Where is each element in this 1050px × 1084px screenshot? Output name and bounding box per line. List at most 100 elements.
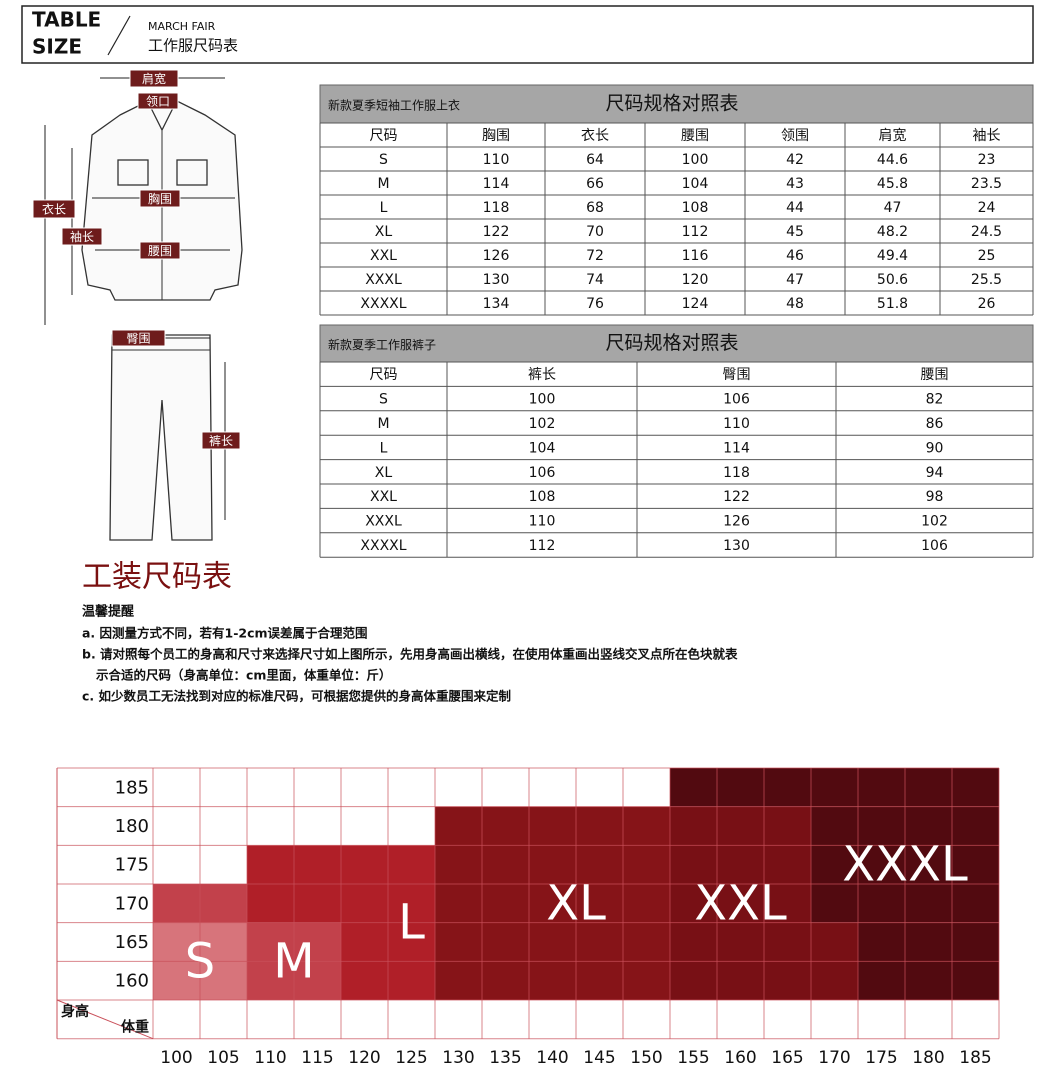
- height-label: 170: [115, 893, 149, 914]
- table-cell: 裤长: [528, 367, 556, 383]
- table-title: 尺码规格对照表: [605, 93, 738, 115]
- table-cell: 45: [786, 224, 804, 240]
- table-cell: XXXL: [365, 272, 402, 288]
- weight-label: 110: [254, 1048, 286, 1068]
- size-label: XXL: [694, 875, 787, 931]
- note: b. 请对照每个员工的身高和尺寸来选择尺寸如上图所示，先用身高画出横线，在使用体…: [82, 647, 738, 662]
- table-cell: 51.8: [877, 296, 908, 312]
- table-cell: 44: [786, 200, 804, 216]
- weight-label: 105: [207, 1048, 239, 1068]
- table-cell: 108: [682, 200, 709, 216]
- table-name: 新款夏季工作服裤子: [328, 337, 436, 352]
- size-label: XL: [546, 875, 606, 931]
- table-cell: 112: [682, 224, 709, 240]
- label-box: [137, 92, 179, 110]
- diagram-label: 衣长: [42, 202, 66, 217]
- weight-label: 165: [771, 1048, 803, 1068]
- table-cell: 68: [586, 200, 604, 216]
- table-cell: 腰围: [681, 128, 709, 144]
- size-label: XXXL: [842, 837, 968, 893]
- table-cell: XXXL: [365, 514, 402, 530]
- table-cell: M: [377, 176, 389, 192]
- table-cell: L: [380, 440, 388, 456]
- table-cell: 尺码: [370, 367, 398, 383]
- weight-label: 185: [959, 1048, 991, 1068]
- size-region: [435, 806, 482, 1001]
- table-cell: 胸围: [482, 128, 510, 144]
- table-cell: 102: [529, 416, 556, 432]
- table-cell: 130: [483, 272, 510, 288]
- table-cell: 118: [483, 200, 510, 216]
- height-label: 175: [115, 855, 149, 876]
- table-cell: 126: [483, 248, 510, 264]
- table-cell: 48: [786, 296, 804, 312]
- diagram-label: 肩宽: [142, 71, 166, 86]
- table-cell: S: [379, 152, 388, 168]
- header-title: TABLE: [32, 8, 101, 32]
- header-brand: MARCH FAIR: [148, 20, 216, 33]
- table-cell: 114: [723, 440, 750, 456]
- notes-title: 温馨提醒: [82, 604, 134, 620]
- table-cell: 72: [586, 248, 604, 264]
- size-label: M: [273, 933, 314, 989]
- size-label: S: [185, 933, 215, 989]
- corner-weight: 体重: [121, 1019, 149, 1036]
- height-label: 180: [115, 816, 149, 837]
- table-cell: 120: [682, 272, 709, 288]
- table-cell: 98: [926, 489, 944, 505]
- size-region: [670, 806, 811, 1001]
- table-cell: 76: [586, 296, 604, 312]
- table-cell: 49.4: [877, 248, 908, 264]
- table-cell: 衣长: [581, 128, 609, 144]
- height-label: 185: [115, 777, 149, 798]
- weight-label: 180: [912, 1048, 944, 1068]
- label-box: [111, 329, 166, 347]
- table-cell: 47: [786, 272, 804, 288]
- table-name: 新款夏季短袖工作服上衣: [328, 98, 460, 113]
- label-box: [139, 241, 181, 260]
- table-cell: 82: [926, 392, 944, 408]
- table-title: 尺码规格对照表: [605, 332, 738, 354]
- table-cell: 23: [978, 152, 996, 168]
- table-cell: 50.6: [877, 272, 908, 288]
- table-cell: XXXXL: [360, 296, 406, 312]
- table-cell: 94: [926, 465, 944, 481]
- table-cell: 25: [978, 248, 996, 264]
- diagram-label: 裤长: [209, 434, 233, 448]
- diagram-label: 袖长: [70, 229, 94, 244]
- note: c. 如少数员工无法找到对应的标准尺码，可根据您提供的身高体重腰围来定制: [82, 689, 511, 704]
- diagram-label: 臀围: [126, 332, 150, 346]
- note: 示合适的尺码（身高单位：cm里面，体重单位：斤）: [95, 668, 391, 683]
- table-cell: 腰围: [921, 367, 949, 383]
- table-cell: XL: [375, 465, 393, 481]
- table-cell: 66: [586, 176, 604, 192]
- table-cell: 24.5: [971, 224, 1002, 240]
- table-cell: 124: [682, 296, 709, 312]
- header-title: SIZE: [32, 35, 82, 59]
- pocket: [117, 159, 149, 186]
- table-cell: 24: [978, 200, 996, 216]
- label-box: [139, 189, 181, 208]
- corner-diagonal: [56, 999, 154, 1040]
- table-cell: 肩宽: [879, 127, 907, 144]
- table-cell: 106: [529, 465, 556, 481]
- diagram-label: 胸围: [148, 191, 172, 206]
- table-cell: 122: [483, 224, 510, 240]
- table-cell: 74: [586, 272, 604, 288]
- table-cell: 108: [529, 489, 556, 505]
- label-box: [61, 227, 103, 246]
- pants: [109, 334, 213, 541]
- weight-label: 120: [348, 1048, 380, 1068]
- table-cell: 48.2: [877, 224, 908, 240]
- table-cell: XXL: [370, 489, 397, 505]
- table-cell: 领围: [781, 128, 809, 144]
- label-box: [32, 199, 76, 219]
- weight-label: 100: [160, 1048, 192, 1068]
- table-cell: XL: [375, 224, 393, 240]
- table-cell: S: [379, 392, 388, 408]
- table-cell: 44.6: [877, 152, 908, 168]
- table-band: [319, 84, 1034, 124]
- corner-height: 身高: [61, 1003, 89, 1020]
- table-band: [319, 324, 1034, 363]
